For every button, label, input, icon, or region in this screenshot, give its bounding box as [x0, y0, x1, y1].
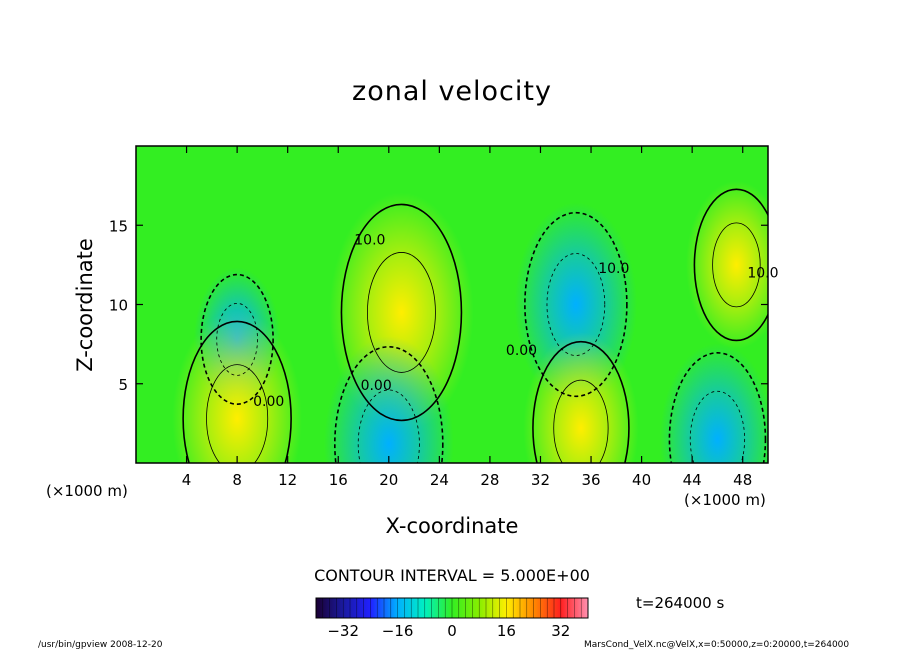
y-tick-label-0: 5 [118, 376, 128, 394]
contour-label-0: 10.0 [354, 232, 385, 248]
colorbar: −32 −16 0 16 32 [315, 597, 589, 640]
contour-inner-3 [689, 390, 746, 463]
field-feature-3 [659, 343, 768, 463]
contour-outer-1 [524, 211, 628, 398]
velocity-field [136, 146, 768, 463]
field-feature-5 [172, 310, 302, 463]
contour-outer-7 [693, 188, 768, 342]
x-axis-label: X-coordinate [385, 514, 519, 538]
contour-outer-0 [340, 203, 463, 422]
contour-outer-5 [182, 320, 292, 463]
x-tick-label-8: 36 [581, 471, 600, 489]
contour-outer-2 [334, 346, 444, 463]
footer-data-source: MarsCond_VelX.nc@VelX,x=0:50000,z=0:2000… [584, 640, 850, 650]
contour-outer-6 [532, 340, 630, 463]
contour-inner-0 [367, 252, 436, 373]
y-tick-label-1: 10 [109, 297, 128, 315]
contour-interval-label: CONTOUR INTERVAL = 5.000E+00 [314, 566, 590, 585]
x-tick-label-10: 44 [683, 471, 702, 489]
y-tick-label-2: 15 [109, 217, 128, 235]
x-tick-label-11: 48 [733, 471, 752, 489]
field-feature-2 [324, 336, 454, 463]
contour-label-2: 10.0 [747, 266, 778, 282]
x-tick-label-0: 4 [182, 471, 192, 489]
footer-program-date: /usr/bin/gpview 2008-12-20 [38, 640, 163, 650]
x-axis-unit: (×1000 m) [684, 491, 766, 509]
colorbar-tick-label-4: 32 [551, 622, 570, 640]
contour-outer-3 [668, 352, 767, 463]
contour-label-4: 0.00 [361, 378, 392, 394]
y-axis-unit: (×1000 m) [46, 482, 128, 500]
colorbar-tick-label-1: −16 [382, 622, 414, 640]
contour-inner-2 [357, 389, 420, 463]
x-tick-label-5: 24 [430, 471, 449, 489]
x-tick-label-4: 20 [379, 471, 398, 489]
chart-title: zonal velocity [352, 76, 552, 107]
contour-inner-1 [546, 253, 606, 356]
colorbar-tick-label-0: −32 [327, 622, 359, 640]
field-feature-7 [686, 180, 768, 349]
contour-inner-4 [216, 302, 258, 376]
x-tick-label-3: 16 [329, 471, 348, 489]
field-feature-6 [523, 332, 639, 463]
colorbar-tick-label-2: 0 [447, 622, 457, 640]
contour-label-5: 0.00 [253, 394, 284, 410]
contour-inner-6 [553, 379, 609, 463]
contour-labels: 10.0 10.0 10.0 0.00 0.00 0.00 [253, 232, 778, 410]
contour-lines [182, 188, 768, 463]
y-axis-label: Z-coordinate [73, 238, 97, 372]
x-tick-label-9: 40 [632, 471, 651, 489]
colorbar-tick-label-3: 16 [497, 622, 516, 640]
contour-outer-4 [200, 273, 274, 405]
contour-inner-7 [712, 222, 761, 308]
contour-label-1: 10.0 [598, 261, 629, 277]
x-tick-label-7: 32 [531, 471, 550, 489]
x-tick-label-6: 28 [480, 471, 499, 489]
time-label: t=264000 s [636, 594, 725, 612]
contour-inner-5 [206, 364, 269, 463]
x-tick-label-1: 8 [232, 471, 242, 489]
contour-label-3: 0.00 [506, 343, 537, 359]
x-tick-label-2: 12 [278, 471, 297, 489]
